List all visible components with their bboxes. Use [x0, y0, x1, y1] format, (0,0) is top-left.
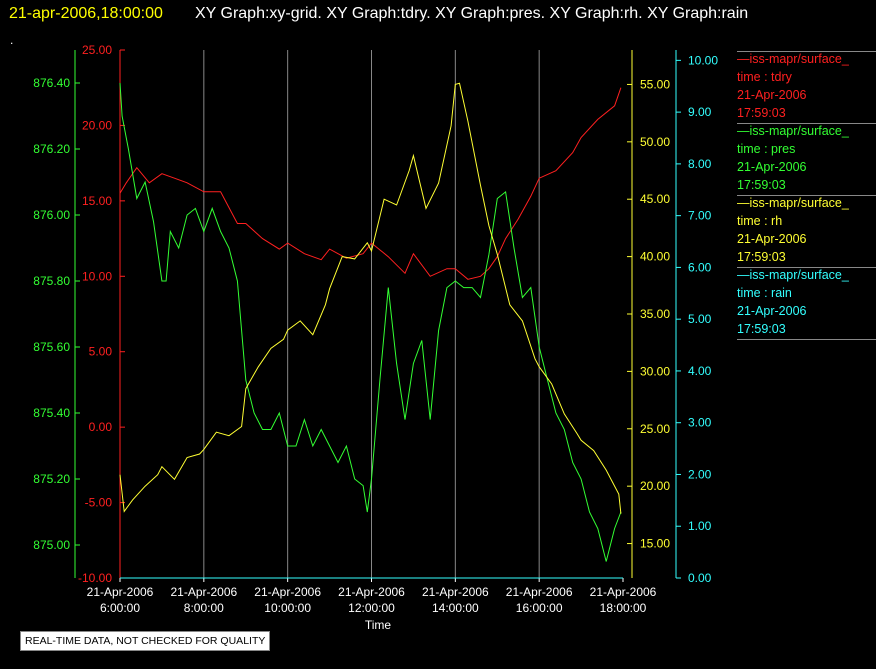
rh-tick-label: 15.00 — [640, 537, 670, 551]
tdry-tick-label: 15.00 — [82, 194, 112, 208]
pres-tick-label: 875.60 — [33, 340, 70, 354]
rain-tick-label: 6.00 — [688, 260, 712, 274]
title-bar: 21-apr-2006,18:00:00 XY Graph:xy-grid. X… — [0, 0, 876, 28]
series-line-tdry — [119, 87, 622, 280]
tdry-tick-label: -10.00 — [78, 571, 112, 585]
x-tick-label-date: 21-Apr-2006 — [338, 585, 405, 599]
legend-pres-date: 21-Apr-2006 — [737, 160, 807, 174]
rain-tick-label: 7.00 — [688, 209, 712, 223]
rh-tick-label: 35.00 — [640, 307, 670, 321]
x-tick-label-time: 18:00:00 — [600, 601, 647, 615]
x-tick-label-time: 10:00:00 — [264, 601, 311, 615]
x-tick-label-date: 21-Apr-2006 — [590, 585, 657, 599]
rain-tick-label: 4.00 — [688, 364, 712, 378]
x-tick-label-date: 21-Apr-2006 — [170, 585, 237, 599]
quality-disclaimer: REAL-TIME DATA, NOT CHECKED FOR QUALITY — [20, 631, 271, 651]
rh-tick-label: 30.00 — [640, 364, 670, 378]
rain-tick-label: 1.00 — [688, 519, 712, 533]
legend-tdry-date: 21-Apr-2006 — [737, 88, 807, 102]
rain-tick-label: 0.00 — [688, 571, 712, 585]
legend-divider — [737, 339, 876, 340]
pres-tick-label: 876.20 — [33, 142, 70, 156]
legend-rh-source: —iss-mapr/surface_ — [737, 196, 849, 210]
x-tick-label-time: 6:00:00 — [100, 601, 140, 615]
legend-rh-date: 21-Apr-2006 — [737, 232, 807, 246]
legend-tdry-source: —iss-mapr/surface_ — [737, 52, 849, 66]
legend-rain-source: —iss-mapr/surface_ — [737, 268, 849, 282]
x-tick-label-date: 21-Apr-2006 — [506, 585, 573, 599]
legend-divider — [737, 267, 876, 268]
x-tick-label-time: 8:00:00 — [184, 601, 224, 615]
rh-tick-label: 55.00 — [640, 77, 670, 91]
tdry-tick-label: -5.00 — [85, 496, 113, 510]
legend-divider — [737, 195, 876, 196]
rh-tick-label: 40.00 — [640, 250, 670, 264]
tdry-tick-label: 0.00 — [89, 420, 113, 434]
x-tick-label-time: 16:00:00 — [516, 601, 563, 615]
legend-pres-time: 17:59:03 — [737, 178, 786, 192]
x-tick-label-date: 21-Apr-2006 — [87, 585, 154, 599]
legend-rh-time: 17:59:03 — [737, 250, 786, 264]
legend-rh-param: time : rh — [737, 214, 783, 228]
x-tick-label-time: 14:00:00 — [432, 601, 479, 615]
rh-tick-label: 25.00 — [640, 422, 670, 436]
tdry-tick-label: 5.00 — [89, 345, 113, 359]
tdry-tick-label: 25.00 — [82, 43, 112, 57]
series-line-pres — [119, 82, 622, 562]
tdry-tick-label: 20.00 — [82, 118, 112, 132]
legend-tdry-time: 17:59:03 — [737, 106, 786, 120]
x-tick-label-date: 21-Apr-2006 — [254, 585, 321, 599]
rain-tick-label: 3.00 — [688, 416, 712, 430]
rain-tick-label: 5.00 — [688, 312, 712, 326]
pres-tick-label: 875.40 — [33, 406, 70, 420]
title-timestamp: 21-apr-2006,18:00:00 — [9, 5, 163, 22]
legend-rain-date: 21-Apr-2006 — [737, 304, 807, 318]
rh-tick-label: 45.00 — [640, 192, 670, 206]
rain-tick-label: 10.00 — [688, 53, 718, 67]
legend-tdry-param: time : tdry — [737, 70, 792, 84]
pres-tick-label: 875.00 — [33, 538, 70, 552]
rain-tick-label: 9.00 — [688, 105, 712, 119]
pres-tick-label: 876.00 — [33, 208, 70, 222]
legend-pres-param: time : pres — [737, 142, 796, 156]
rh-tick-label: 50.00 — [640, 135, 670, 149]
series-line-rh — [119, 82, 622, 514]
pres-tick-label: 876.40 — [33, 76, 70, 90]
pres-tick-label: 875.80 — [33, 274, 70, 288]
legend-divider — [737, 123, 876, 124]
legend-pres-source: —iss-mapr/surface_ — [737, 124, 849, 138]
rain-tick-label: 8.00 — [688, 157, 712, 171]
x-tick-label-date: 21-Apr-2006 — [422, 585, 489, 599]
title-dot: . — [10, 33, 14, 47]
rain-tick-label: 2.00 — [688, 467, 712, 481]
title-graph-list: XY Graph:xy-grid. XY Graph:tdry. XY Grap… — [195, 5, 749, 22]
legend-divider — [737, 51, 876, 52]
x-axis-title: Time — [365, 618, 392, 632]
legend-rain-time: 17:59:03 — [737, 322, 786, 336]
rh-tick-label: 20.00 — [640, 479, 670, 493]
x-tick-label-time: 12:00:00 — [348, 601, 395, 615]
pres-tick-label: 875.20 — [33, 472, 70, 486]
tdry-tick-label: 10.00 — [82, 269, 112, 283]
legend-rain-param: time : rain — [737, 286, 792, 300]
